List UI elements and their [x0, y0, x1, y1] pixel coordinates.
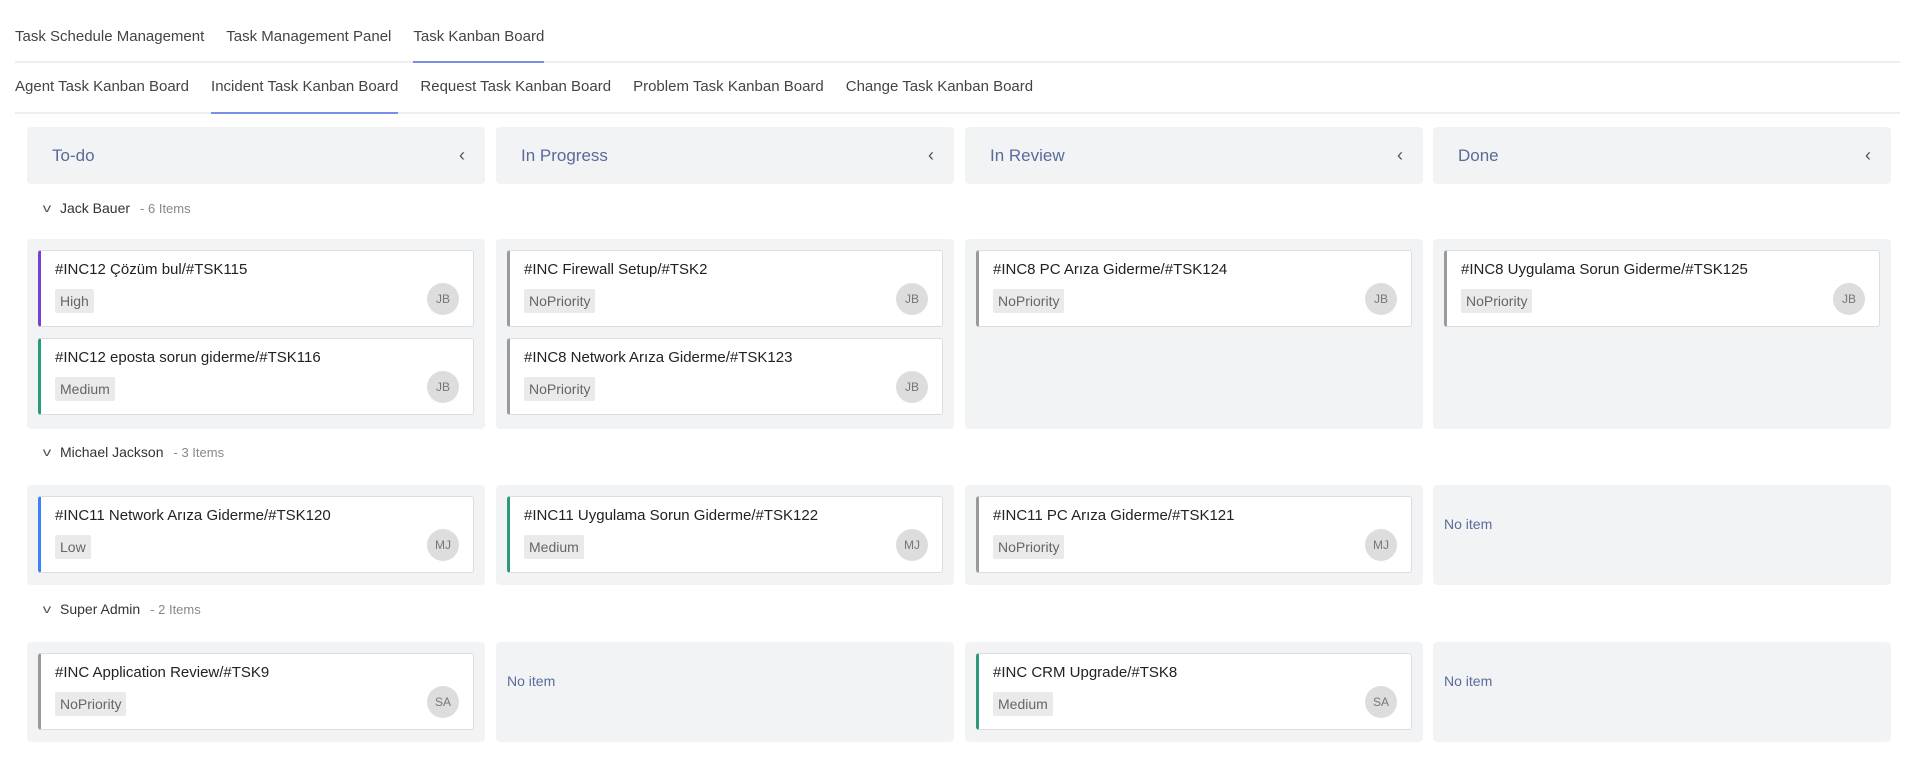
lane: No item: [1433, 642, 1891, 742]
tab-task-management-panel[interactable]: Task Management Panel: [226, 28, 392, 45]
priority-badge: NoPriority: [1461, 289, 1533, 313]
group-count: - 6 Items: [140, 200, 191, 216]
column-header-done: Done ‹: [1433, 127, 1891, 184]
avatar: JB: [427, 283, 459, 315]
avatar: MJ: [1365, 529, 1397, 561]
lane: #INC12 Çözüm bul/#TSK115 High JB #INC12 epo…: [27, 239, 485, 429]
avatar: JB: [1833, 283, 1865, 315]
chevron-left-icon[interactable]: ‹: [928, 145, 934, 165]
chevron-down-icon[interactable]: v: [42, 602, 52, 616]
lane: No item: [1433, 485, 1891, 585]
task-card[interactable]: #INC8 PC Arıza Giderme/#TSK124 NoPriority…: [976, 250, 1412, 327]
task-card[interactable]: #INC12 Çözüm bul/#TSK115 High JB: [38, 250, 474, 327]
task-card[interactable]: #INC12 eposta sorun giderme/#TSK116 Mediu…: [38, 338, 474, 415]
avatar: JB: [427, 371, 459, 403]
avatar: JB: [896, 283, 928, 315]
lane: #INC CRM Upgrade/#TSK8 Medium SA: [965, 642, 1423, 742]
task-title: #INC Application Review/#TSK9: [55, 664, 270, 681]
group-name: Michael Jackson: [60, 444, 164, 460]
no-item-label: No item: [1444, 673, 1493, 689]
avatar: SA: [1365, 686, 1397, 718]
task-title: #INC11 Network Arıza Giderme/#TSK120: [55, 507, 331, 524]
task-title: #INC CRM Upgrade/#TSK8: [993, 664, 1178, 681]
task-title: #INC11 PC Arıza Giderme/#TSK121: [993, 507, 1235, 524]
chevron-left-icon[interactable]: ‹: [1865, 145, 1871, 165]
tab-incident-task-kanban-board[interactable]: Incident Task Kanban Board: [211, 72, 399, 114]
lane: #INC8 PC Arıza Giderme/#TSK124 NoPriority…: [965, 239, 1423, 429]
avatar: JB: [1365, 283, 1397, 315]
task-title: #INC Firewall Setup/#TSK2: [524, 261, 708, 278]
task-title: #INC12 eposta sorun giderme/#TSK116: [55, 349, 321, 366]
group-name: Super Admin: [60, 601, 141, 617]
task-title: #INC8 Network Arıza Giderme/#TSK123: [524, 349, 793, 366]
priority-badge: Medium: [55, 377, 115, 401]
column-header-to-do: To-do ‹: [27, 127, 485, 184]
tab-agent-task-kanban-board[interactable]: Agent Task Kanban Board: [15, 78, 190, 95]
avatar: MJ: [427, 529, 459, 561]
lane: #INC11 Uygulama Sorun Giderme/#TSK122 Med…: [496, 485, 954, 585]
priority-badge: NoPriority: [524, 377, 596, 401]
group-header[interactable]: v Super Admin - 2 Items: [42, 601, 201, 617]
task-title: #INC11 Uygulama Sorun Giderme/#TSK122: [524, 507, 819, 524]
tab-task-kanban-board[interactable]: Task Kanban Board: [413, 22, 544, 63]
task-title: #INC8 PC Arıza Giderme/#TSK124: [993, 261, 1228, 278]
task-card[interactable]: #INC8 Uygulama Sorun Giderme/#TSK125 NoPr…: [1444, 250, 1880, 327]
column-title: In Progress: [521, 145, 608, 165]
lane: No item: [496, 642, 954, 742]
chevron-down-icon[interactable]: v: [42, 201, 52, 215]
lane: #INC Firewall Setup/#TSK2 NoPriority JB #IN…: [496, 239, 954, 429]
column-header-in-progress: In Progress ‹: [496, 127, 954, 184]
chevron-down-icon[interactable]: v: [42, 445, 52, 459]
tab-task-schedule-management[interactable]: Task Schedule Management: [15, 28, 205, 45]
avatar: MJ: [896, 529, 928, 561]
column-header-in-review: In Review ‹: [965, 127, 1423, 184]
task-card[interactable]: #INC11 PC Arıza Giderme/#TSK121 NoPriorit…: [976, 496, 1412, 573]
group-header[interactable]: v Jack Bauer - 6 Items: [42, 200, 191, 216]
priority-badge: Low: [55, 535, 91, 559]
task-title: #INC8 Uygulama Sorun Giderme/#TSK125: [1461, 261, 1748, 278]
group-count: - 2 Items: [150, 601, 201, 617]
column-title: Done: [1458, 145, 1499, 165]
avatar: JB: [896, 371, 928, 403]
tab-change-task-kanban-board[interactable]: Change Task Kanban Board: [845, 78, 1034, 95]
priority-badge: High: [55, 289, 94, 313]
priority-badge: NoPriority: [524, 289, 596, 313]
lane: #INC11 Network Arıza Giderme/#TSK120 Low M…: [27, 485, 485, 585]
task-card[interactable]: #INC11 Uygulama Sorun Giderme/#TSK122 Med…: [507, 496, 943, 573]
chevron-left-icon[interactable]: ‹: [459, 145, 465, 165]
chevron-left-icon[interactable]: ‹: [1397, 145, 1403, 165]
group-name: Jack Bauer: [60, 200, 131, 216]
priority-badge: NoPriority: [993, 535, 1065, 559]
priority-badge: NoPriority: [993, 289, 1065, 313]
priority-badge: NoPriority: [55, 692, 127, 716]
priority-badge: Medium: [993, 692, 1053, 716]
board-tabs: Agent Task Kanban Board Incident Task Kan…: [15, 72, 1900, 114]
top-tabs: Task Schedule Management Task Management …: [15, 22, 1900, 63]
task-card[interactable]: #INC8 Network Arıza Giderme/#TSK123 NoPri…: [507, 338, 943, 415]
task-card[interactable]: #INC Application Review/#TSK9 NoPriority S…: [38, 653, 474, 730]
priority-badge: Medium: [524, 535, 584, 559]
lane: #INC8 Uygulama Sorun Giderme/#TSK125 NoPr…: [1433, 239, 1891, 429]
avatar: SA: [427, 686, 459, 718]
lane: #INC11 PC Arıza Giderme/#TSK121 NoPriorit…: [965, 485, 1423, 585]
tab-problem-task-kanban-board[interactable]: Problem Task Kanban Board: [633, 78, 824, 95]
column-title: To-do: [52, 145, 95, 165]
lane: #INC Application Review/#TSK9 NoPriority S…: [27, 642, 485, 742]
task-card[interactable]: #INC CRM Upgrade/#TSK8 Medium SA: [976, 653, 1412, 730]
column-title: In Review: [990, 145, 1065, 165]
task-card[interactable]: #INC Firewall Setup/#TSK2 NoPriority JB: [507, 250, 943, 327]
group-count: - 3 Items: [173, 444, 225, 460]
group-header[interactable]: v Michael Jackson - 3 Items: [42, 444, 225, 460]
task-card[interactable]: #INC11 Network Arıza Giderme/#TSK120 Low M…: [38, 496, 474, 573]
no-item-label: No item: [507, 673, 556, 689]
tab-request-task-kanban-board[interactable]: Request Task Kanban Board: [420, 78, 612, 95]
task-title: #INC12 Çözüm bul/#TSK115: [55, 261, 248, 278]
no-item-label: No item: [1444, 516, 1493, 532]
